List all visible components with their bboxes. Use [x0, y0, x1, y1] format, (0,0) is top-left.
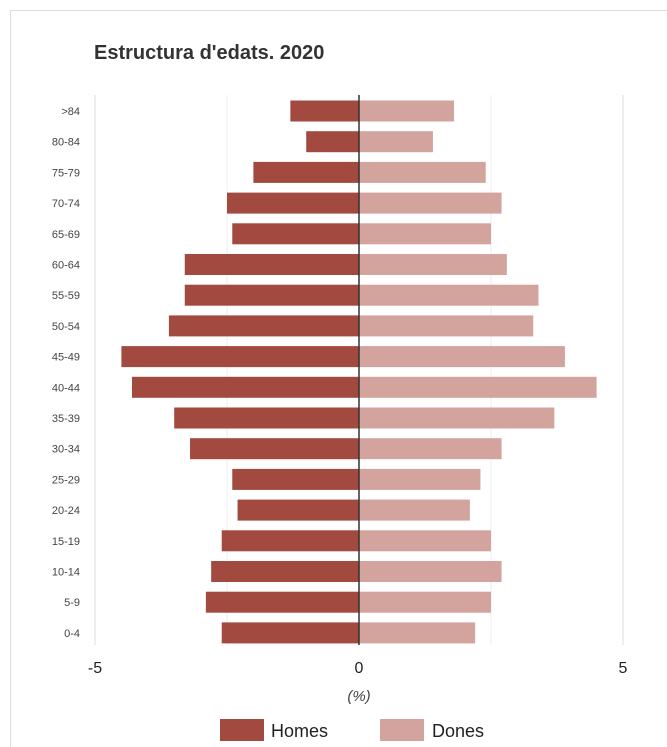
bar-dones-15 [359, 561, 502, 582]
bar-dones-3 [359, 192, 502, 214]
bar-homes-5 [184, 254, 359, 275]
bar-homes-14 [221, 530, 359, 552]
y-tick-label: 60-64 [52, 260, 80, 272]
bar-dones-6 [359, 284, 539, 306]
y-tick-label: 80-84 [52, 137, 80, 149]
bar-homes-0 [290, 100, 359, 122]
gridlines [94, 95, 624, 645]
y-tick-label: 5-9 [64, 597, 80, 609]
y-tick-label: 75-79 [52, 167, 80, 179]
legend-label-dones: Dones [432, 721, 484, 741]
y-tick-label: 10-14 [52, 567, 80, 579]
y-tick-label: 45-49 [52, 352, 80, 364]
bar-homes-2 [253, 161, 359, 183]
y-axis-labels: >84 80-84 75-79 70-74 65-69 60-64 55-59 50-54 45… [52, 106, 80, 640]
chart-title: Estructura d'edats. 2020 [94, 42, 325, 64]
bar-homes-3 [227, 192, 359, 214]
x-tick-label: 0 [355, 660, 364, 677]
x-axis-title: (%) [347, 688, 370, 705]
x-tick-label: 5 [619, 660, 628, 677]
y-tick-label: 20-24 [52, 505, 80, 517]
bar-homes-11 [190, 438, 359, 460]
bar-dones-0 [359, 100, 455, 122]
y-tick-label: 55-59 [52, 290, 80, 302]
bar-dones-11 [359, 438, 502, 460]
bar-dones-16 [359, 591, 491, 613]
y-tick-label: >84 [61, 106, 80, 118]
bar-dones-14 [359, 530, 491, 552]
y-tick-label: 65-69 [52, 229, 80, 241]
legend-swatch-dones [380, 719, 424, 741]
legend-label-homes: Homes [271, 721, 328, 741]
bar-homes-7 [168, 315, 359, 337]
bar-homes-4 [232, 223, 359, 245]
bar-dones-1 [359, 131, 433, 153]
bar-dones-4 [359, 223, 491, 245]
bar-dones-10 [359, 407, 555, 429]
bar-homes-1 [306, 131, 359, 153]
bar-dones-13 [359, 499, 470, 521]
bar-dones-8 [359, 346, 565, 368]
bar-dones-5 [359, 254, 507, 275]
bar-homes-17 [221, 622, 359, 644]
legend: Homes Dones [220, 719, 484, 741]
bar-homes-10 [174, 407, 359, 429]
bar-homes-8 [121, 346, 360, 368]
y-tick-label: 30-34 [52, 444, 80, 456]
y-tick-label: 40-44 [52, 382, 80, 394]
bars [121, 100, 597, 644]
bar-homes-12 [232, 468, 359, 490]
bar-dones-2 [359, 161, 486, 183]
legend-swatch-homes [220, 719, 264, 741]
bar-homes-16 [205, 591, 359, 613]
bar-homes-9 [131, 376, 359, 398]
y-tick-label: 25-29 [52, 474, 80, 486]
y-tick-label: 0-4 [64, 628, 80, 640]
y-tick-label: 50-54 [52, 321, 80, 333]
y-tick-label: 15-19 [52, 536, 80, 548]
bar-homes-13 [237, 499, 359, 521]
bar-homes-15 [211, 561, 359, 582]
x-tick-label: -5 [88, 660, 102, 677]
bar-dones-7 [359, 315, 534, 337]
y-tick-label: 70-74 [52, 198, 80, 210]
bar-homes-6 [184, 284, 359, 306]
bar-dones-12 [359, 468, 481, 490]
y-tick-label: 35-39 [52, 413, 80, 425]
x-axis-labels: -5 0 5 [88, 660, 628, 677]
bar-dones-9 [359, 376, 597, 398]
bar-dones-17 [359, 622, 476, 644]
